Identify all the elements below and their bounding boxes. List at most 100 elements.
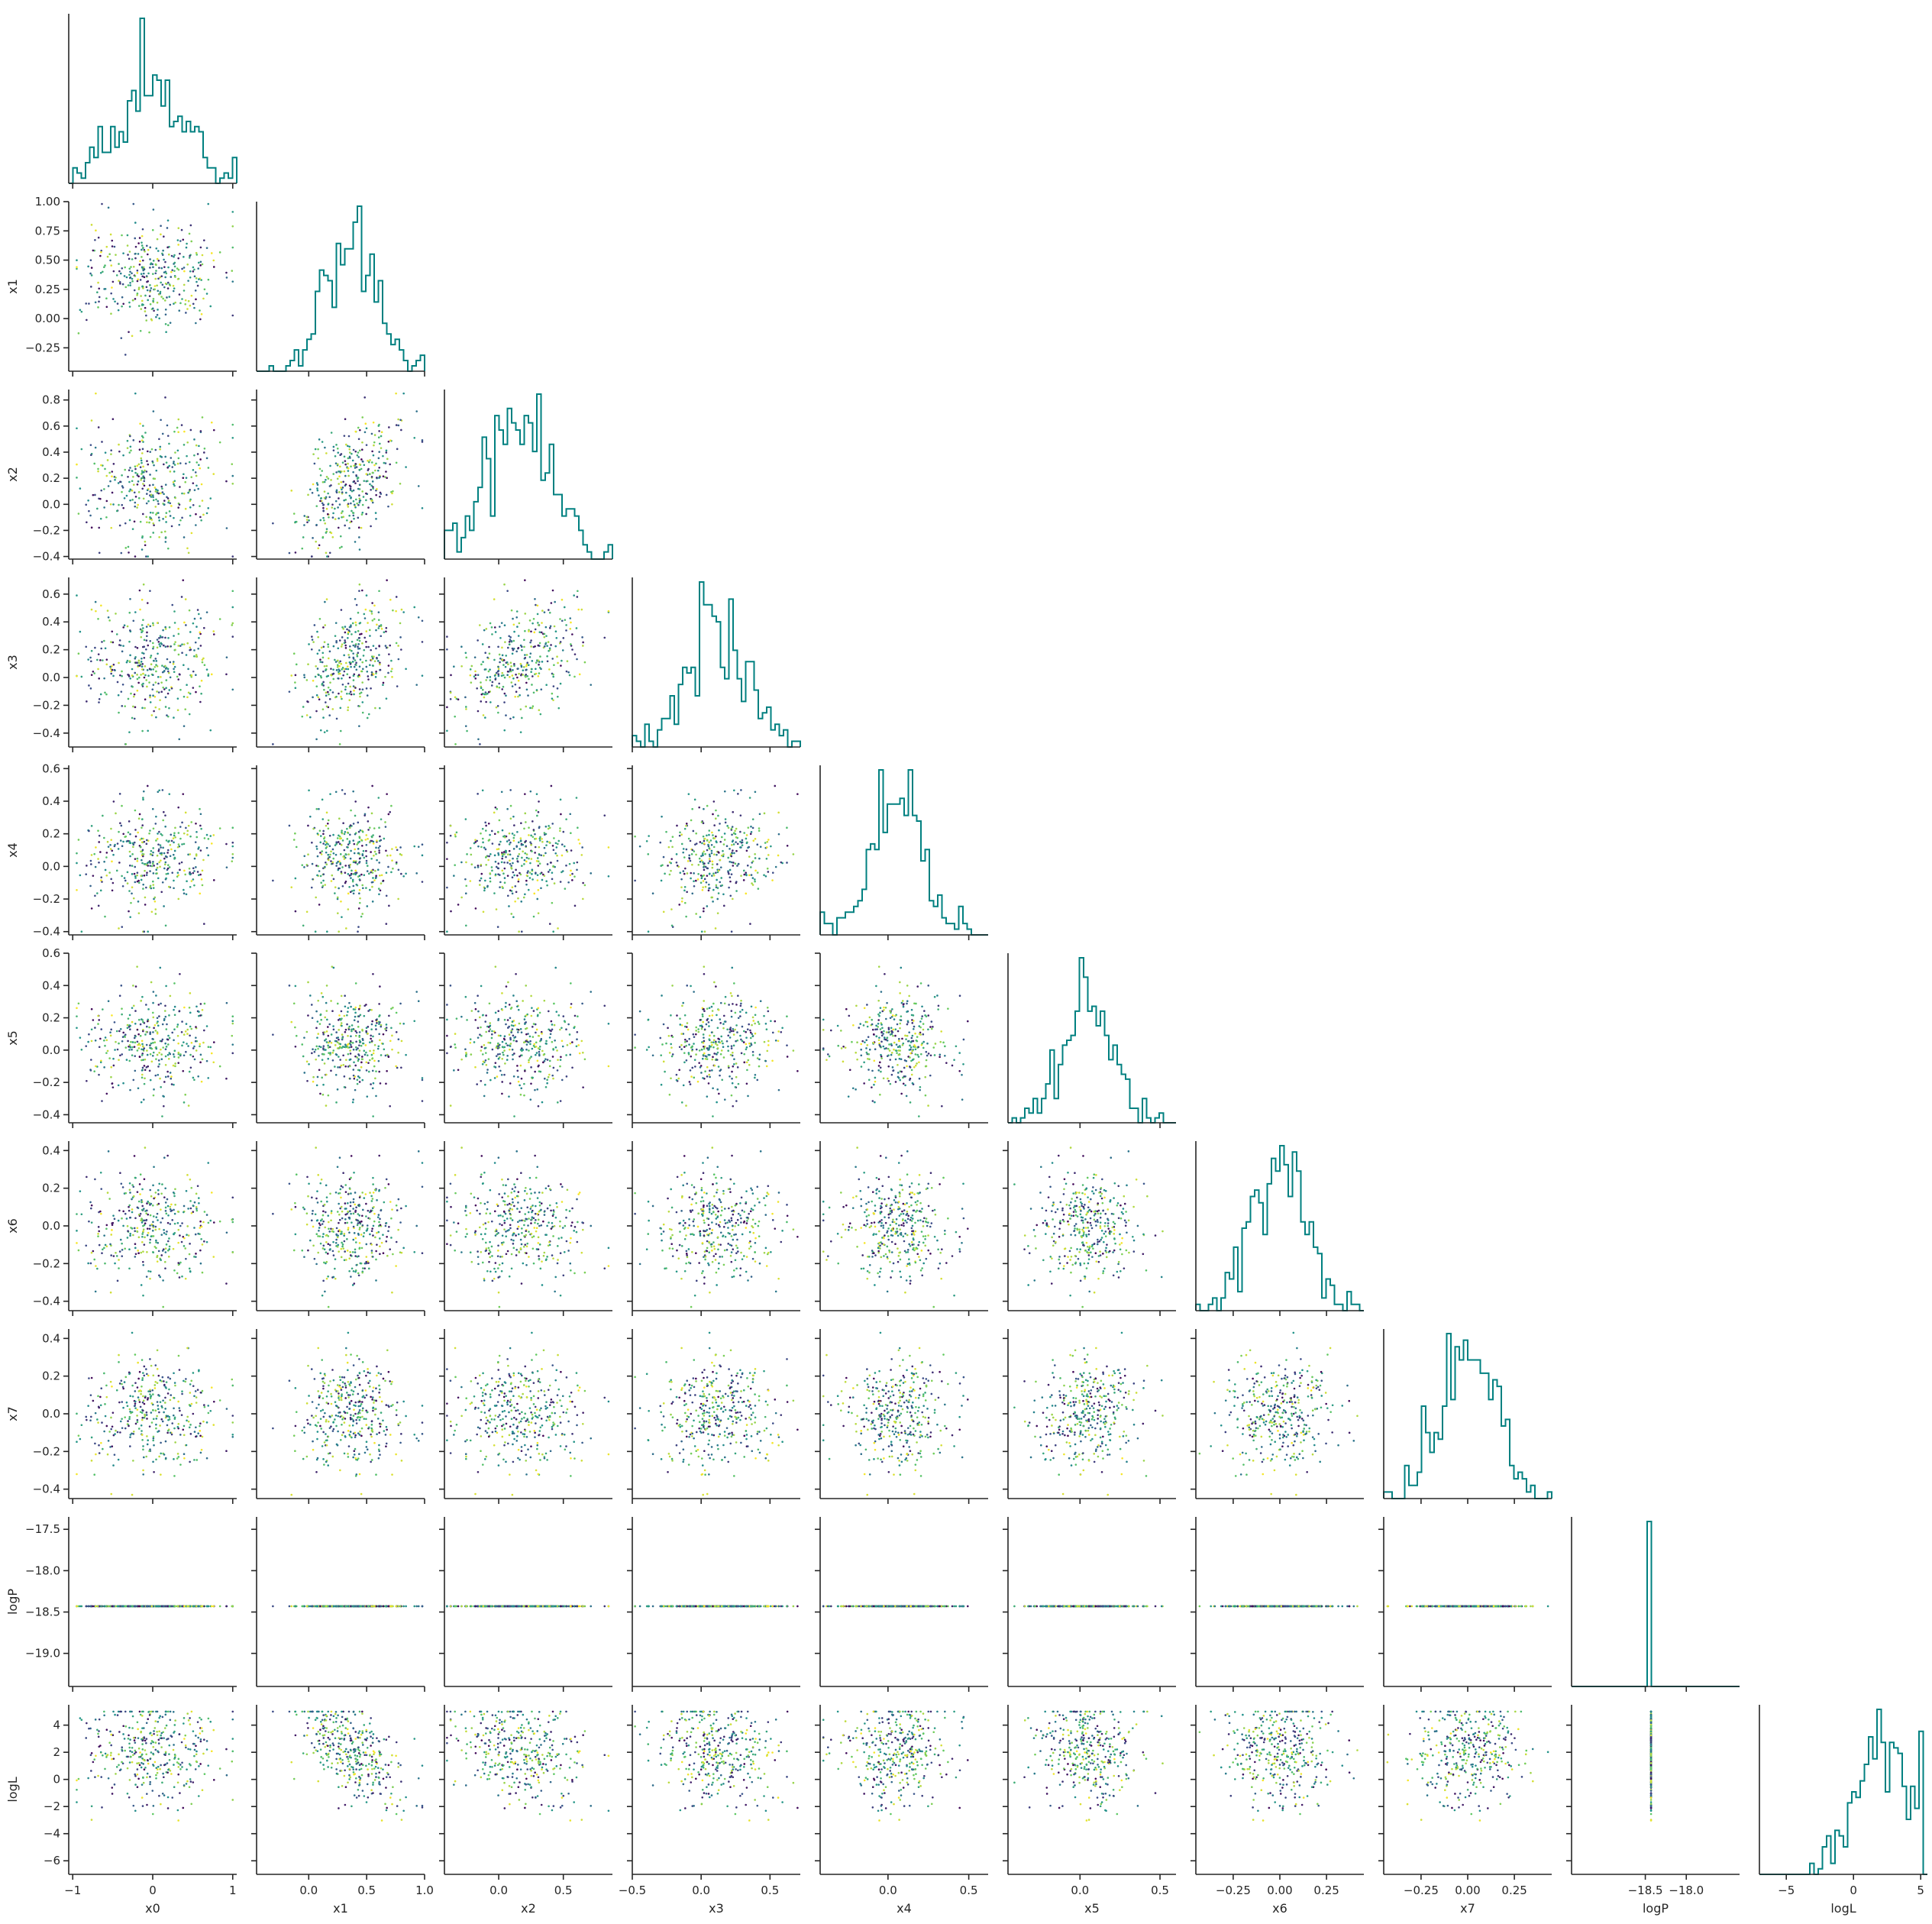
scatter-point [143,652,145,655]
scatter-point [177,239,179,241]
scatter-point [141,241,143,244]
scatter-point [679,831,681,833]
scatter-point [358,1008,360,1011]
scatter-point [338,668,340,671]
scatter-point [94,239,96,241]
scatter-point [322,681,325,684]
scatter-point [302,1056,305,1058]
scatter-point [446,707,448,709]
scatter-point [186,684,188,686]
scatter-point [668,846,670,849]
scatter-point [510,661,512,664]
scatter-point [372,1070,374,1072]
scatter-point [554,626,556,628]
scatter-point [122,1032,124,1034]
scatter-point [400,1067,402,1069]
scatter-point [320,1014,322,1016]
scatter-point [79,631,82,633]
scatter-point [183,493,186,495]
scatter-point [128,698,130,700]
scatter-point [154,487,157,489]
scatter-point [530,630,532,632]
scatter-point [351,453,353,455]
scatter-point [377,470,380,472]
scatter-point [86,865,88,867]
scatter-point [484,888,486,890]
scatter-point [344,632,347,634]
scatter-point [720,877,722,879]
scatter-point [385,850,387,852]
scatter-point [141,235,144,238]
scatter-point [134,842,136,844]
scatter-point [514,1024,516,1027]
scatter-point [76,259,78,261]
scatter-point [190,225,192,227]
scatter-point [110,1066,112,1069]
scatter-point [460,1016,463,1018]
scatter-point [191,295,193,297]
scatter-point [493,598,496,600]
scatter-point [529,619,531,622]
scatter-point [389,464,391,466]
scatter-point [296,1035,298,1037]
scatter-point [160,1053,163,1056]
scatter-point [743,874,745,876]
scatter-point [361,1079,363,1082]
scatter-point [379,846,381,848]
scatter-point [316,482,318,484]
scatter-point [150,701,152,703]
scatter-point [566,849,568,852]
scatter-point [552,1078,554,1080]
scatter-point [341,871,343,873]
scatter-point [342,1054,344,1056]
scatter-point [322,507,325,509]
scatter-point [715,817,717,820]
scatter-point [348,527,351,529]
scatter-point [141,439,144,441]
scatter-point [465,1056,467,1058]
scatter-point [144,470,146,472]
scatter-point [141,1059,143,1062]
scatter-point [344,668,346,671]
scatter-point [354,1016,357,1018]
scatter-point [177,419,179,421]
scatter-point [688,793,690,795]
scatter-point [192,482,195,484]
scatter-point [321,470,323,472]
scatter-point [183,444,186,446]
scatter-point [129,435,131,438]
scatter-point [333,645,335,648]
scatter-point [134,858,137,860]
scatter-point [359,1069,361,1072]
scatter-point [485,679,487,681]
scatter-point [728,887,730,889]
scatter-point [705,866,707,868]
scatter-point [509,643,511,645]
scatter-point [165,878,167,880]
scatter-point [344,435,346,437]
scatter-point [160,676,162,678]
scatter-point [565,624,567,626]
scatter-point [514,901,516,903]
scatter-point [533,1010,535,1012]
scatter-point [702,875,704,878]
scatter-point [516,1005,519,1007]
scatter-point [144,897,147,899]
panel-x3-x1 [251,577,425,752]
scatter-point [312,641,315,643]
scatter-point [194,275,196,277]
scatter-point [659,842,661,844]
scatter-point [178,458,180,460]
scatter-point [517,696,519,698]
scatter-point [503,729,506,732]
scatter-point [344,793,346,795]
scatter-point [680,878,683,881]
scatter-point [345,1059,347,1061]
scatter-point [108,619,111,622]
scatter-point [98,841,100,843]
scatter-point [324,447,326,449]
scatter-point [104,264,106,267]
scatter-point [197,453,199,455]
scatter-point [536,898,538,901]
scatter-point [315,665,317,668]
